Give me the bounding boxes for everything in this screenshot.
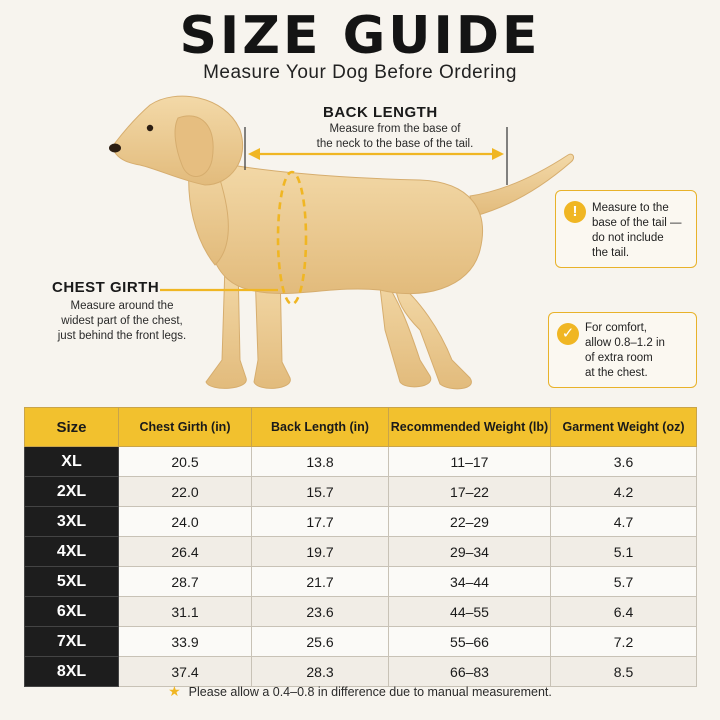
note-comfort: ✓ For comfort, allow 0.8–1.2 in of extra… bbox=[548, 312, 697, 388]
table-row: 7XL 33.9 25.6 55–66 7.2 bbox=[24, 626, 697, 657]
chest-girth-ring bbox=[276, 170, 308, 306]
note-tail: ! Measure to the base of the tail — do n… bbox=[555, 190, 697, 268]
size-table: Size Chest Girth (in) Back Length (in) R… bbox=[24, 407, 697, 687]
table-cell: 25.6 bbox=[251, 626, 389, 657]
note-tail-text: Measure to the base of the tail — do not… bbox=[592, 202, 682, 259]
table-row: XL 20.5 13.8 11–17 3.6 bbox=[24, 446, 697, 477]
table-cell: 37.4 bbox=[118, 656, 252, 687]
table-cell: 7.2 bbox=[550, 626, 697, 657]
footnote: ★ Please allow a 0.4–0.8 in difference du… bbox=[0, 683, 720, 700]
table-cell: 26.4 bbox=[118, 536, 252, 567]
table-cell: 3.6 bbox=[550, 446, 697, 477]
table-cell: 17.7 bbox=[251, 506, 389, 537]
back-length-title: BACK LENGTH bbox=[323, 104, 438, 121]
table-cell: 28.3 bbox=[251, 656, 389, 687]
table-row: 5XL 28.7 21.7 34–44 5.7 bbox=[24, 566, 697, 597]
table-cell: 5.1 bbox=[550, 536, 697, 567]
table-cell: 55–66 bbox=[388, 626, 551, 657]
size-cell: 4XL bbox=[24, 536, 119, 567]
chest-girth-title: CHEST GIRTH bbox=[52, 279, 160, 296]
table-cell: 28.7 bbox=[118, 566, 252, 597]
size-cell: 5XL bbox=[24, 566, 119, 597]
table-row: 4XL 26.4 19.7 29–34 5.1 bbox=[24, 536, 697, 567]
table-cell: 17–22 bbox=[388, 476, 551, 507]
table-header-row: Size Chest Girth (in) Back Length (in) R… bbox=[24, 407, 697, 447]
table-row: 2XL 22.0 15.7 17–22 4.2 bbox=[24, 476, 697, 507]
table-cell: 34–44 bbox=[388, 566, 551, 597]
table-cell: 29–34 bbox=[388, 536, 551, 567]
size-cell: 3XL bbox=[24, 506, 119, 537]
col-header-back-length: Back Length (in) bbox=[251, 407, 389, 447]
table-cell: 5.7 bbox=[550, 566, 697, 597]
table-cell: 11–17 bbox=[388, 446, 551, 477]
exclamation-icon: ! bbox=[564, 201, 586, 223]
table-cell: 6.4 bbox=[550, 596, 697, 627]
dog-illustration bbox=[109, 95, 575, 390]
col-header-garment-weight: Garment Weight (oz) bbox=[550, 407, 697, 447]
table-cell: 15.7 bbox=[251, 476, 389, 507]
col-header-size: Size bbox=[24, 407, 119, 447]
table-cell: 24.0 bbox=[118, 506, 252, 537]
size-cell: 8XL bbox=[24, 656, 119, 687]
size-cell: 2XL bbox=[24, 476, 119, 507]
table-cell: 8.5 bbox=[550, 656, 697, 687]
size-cell: XL bbox=[24, 446, 119, 477]
page-subtitle: Measure Your Dog Before Ordering bbox=[203, 62, 517, 83]
back-length-arrow bbox=[248, 148, 504, 160]
size-cell: 7XL bbox=[24, 626, 119, 657]
back-length-text: Measure from the base of the neck to the… bbox=[316, 123, 474, 150]
page-title: SIZE GUIDE bbox=[179, 6, 541, 66]
col-header-recommended-weight: Recommended Weight (lb) bbox=[388, 407, 551, 447]
table-row: 6XL 31.1 23.6 44–55 6.4 bbox=[24, 596, 697, 627]
footnote-text: Please allow a 0.4–0.8 in difference due… bbox=[188, 685, 552, 699]
table-cell: 13.8 bbox=[251, 446, 389, 477]
table-cell: 44–55 bbox=[388, 596, 551, 627]
table-cell: 4.7 bbox=[550, 506, 697, 537]
table-cell: 21.7 bbox=[251, 566, 389, 597]
chest-girth-text: Measure around the widest part of the ch… bbox=[57, 300, 187, 342]
table-cell: 31.1 bbox=[118, 596, 252, 627]
table-cell: 22–29 bbox=[388, 506, 551, 537]
table-row: 8XL 37.4 28.3 66–83 8.5 bbox=[24, 656, 697, 687]
col-header-chest-girth: Chest Girth (in) bbox=[118, 407, 252, 447]
table-cell: 23.6 bbox=[251, 596, 389, 627]
check-icon: ✓ bbox=[557, 323, 579, 345]
star-icon: ★ bbox=[168, 683, 181, 699]
table-cell: 22.0 bbox=[118, 476, 252, 507]
table-cell: 66–83 bbox=[388, 656, 551, 687]
table-cell: 33.9 bbox=[118, 626, 252, 657]
note-comfort-text: For comfort, allow 0.8–1.2 in of extra r… bbox=[585, 322, 665, 379]
table-cell: 19.7 bbox=[251, 536, 389, 567]
size-cell: 6XL bbox=[24, 596, 119, 627]
table-cell: 4.2 bbox=[550, 476, 697, 507]
table-cell: 20.5 bbox=[118, 446, 252, 477]
table-row: 3XL 24.0 17.7 22–29 4.7 bbox=[24, 506, 697, 537]
